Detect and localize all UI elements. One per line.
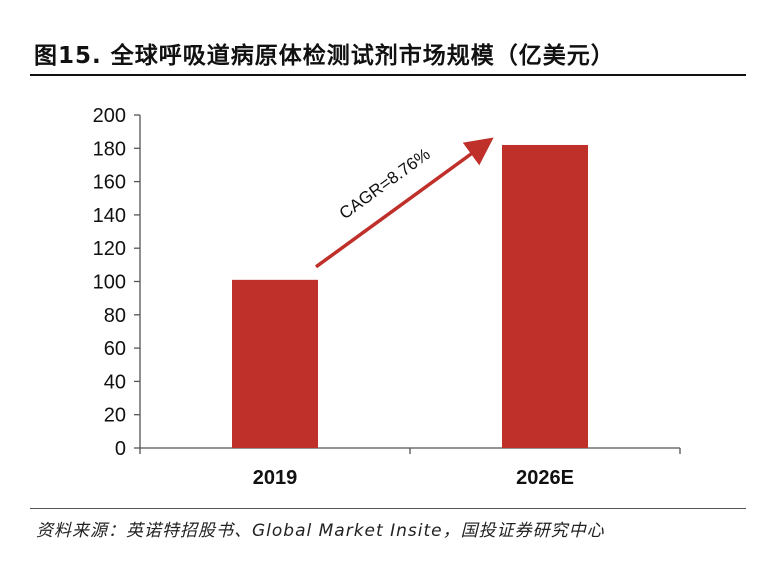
x-tick-label: 2019 <box>253 467 298 489</box>
y-tick-label: 40 <box>104 371 126 393</box>
bars <box>232 144 588 448</box>
y-tick-label: 200 <box>93 105 126 127</box>
y-tick-label: 20 <box>104 405 126 427</box>
bar-2026e <box>502 144 588 448</box>
x-tick-label: 2026E <box>516 467 574 489</box>
y-tick-label: 180 <box>93 138 126 160</box>
source-note: 资料来源：英诺特招股书、Global Market Insite，国投证券研究中… <box>36 521 605 541</box>
bar-2019 <box>232 279 318 448</box>
y-tick-label: 120 <box>93 238 126 260</box>
x-axis: 2019 2026E <box>139 447 681 489</box>
y-tick-label: 100 <box>93 272 126 294</box>
bar-chart: 0 20 40 60 80 100 120 140 160 180 200 2019 2026E CA… <box>93 105 681 489</box>
cagr-annotation: CAGR=8.76% <box>314 137 494 269</box>
cagr-arrow <box>314 137 494 269</box>
y-tick-label: 0 <box>115 438 126 460</box>
y-tick-label: 60 <box>104 338 126 360</box>
cagr-label: CAGR=8.76% <box>336 145 434 224</box>
title-underline <box>30 74 746 76</box>
y-tick-label: 160 <box>93 172 126 194</box>
footer-divider <box>30 508 746 509</box>
y-tick-label: 80 <box>104 305 126 327</box>
y-axis: 0 20 40 60 80 100 120 140 160 180 200 <box>93 105 141 460</box>
y-tick-label: 140 <box>93 205 126 227</box>
chart-title: 图15. 全球呼吸道病原体检测试剂市场规模（亿美元） <box>34 43 615 69</box>
